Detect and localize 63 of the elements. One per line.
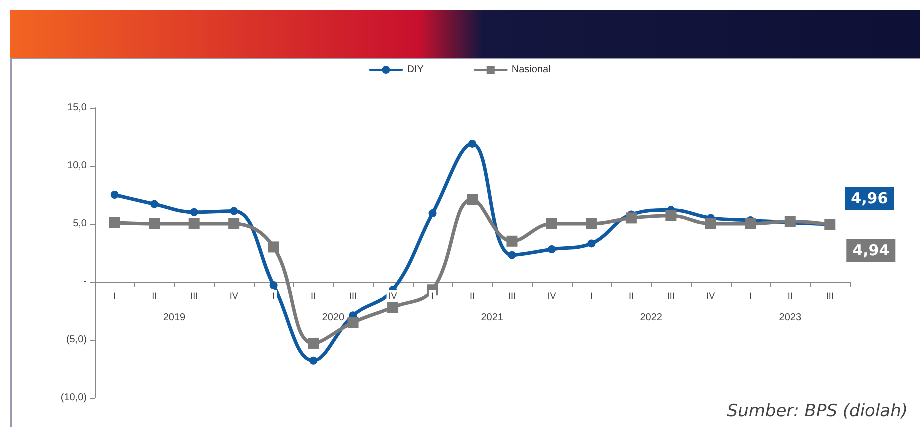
y-tick-label: 5,0 [73,218,88,230]
x-tick-label: I [749,291,752,301]
point [109,217,120,228]
point [190,208,198,216]
y-tick-label: 10,0 [68,160,88,172]
point [506,236,518,247]
x-tick-label: III [190,291,198,301]
x-tick-label: I [432,291,434,301]
x-tick-label: II [628,291,634,301]
point [149,218,160,230]
point [626,212,637,224]
y-tick-label: - [84,276,87,288]
point [268,242,280,253]
point [428,210,437,218]
y-tick-label: (5,0) [66,334,87,346]
point [467,194,478,206]
x-tick-label: III [508,291,516,301]
point [468,140,476,148]
y-tick-label: (10,0) [60,392,87,404]
x-tick-label: IV [548,291,556,301]
point [310,356,318,365]
point [784,216,796,228]
legend-label: Nasional [512,64,551,76]
point [348,317,359,328]
x-tick-label: II [152,291,158,301]
text: Sumber: BPS (diolah) [727,402,908,422]
point [228,218,240,230]
annotation: 2020 [322,312,345,324]
x-tick-label: III [350,291,358,301]
point [150,200,159,208]
x-tick-label: III [667,291,675,301]
y-tick-label: 15,0 [68,102,88,114]
x-tick-label: I [272,291,276,301]
x-tick-label: III [826,291,834,301]
point [745,218,756,230]
point [508,251,516,260]
data-label: 4,94 [852,242,890,260]
point [308,338,320,349]
x-tick-label: IV [388,291,398,301]
legend-label: DIY [407,64,424,76]
point [548,246,556,254]
x-tick-label: I [114,291,116,301]
x-tick-label: II [788,291,793,301]
point [586,218,598,230]
point [666,210,677,222]
data-label: 4,96 [851,189,888,208]
point [230,207,238,216]
point [110,191,119,199]
annotation: 2023 [779,312,802,324]
annotation: 2022 [640,312,663,324]
annotation: 2021 [481,312,504,324]
point [388,302,399,314]
x-tick-label: II [311,291,316,301]
point [546,218,558,230]
point [188,218,200,230]
annotation: 2019 [163,312,186,324]
x-tick-label: IV [230,291,238,301]
point [270,281,278,290]
x-tick-label: II [470,291,476,301]
point [588,240,596,248]
x-tick-label: IV [706,291,716,301]
point [705,218,716,230]
x-tick-label: I [590,291,593,301]
